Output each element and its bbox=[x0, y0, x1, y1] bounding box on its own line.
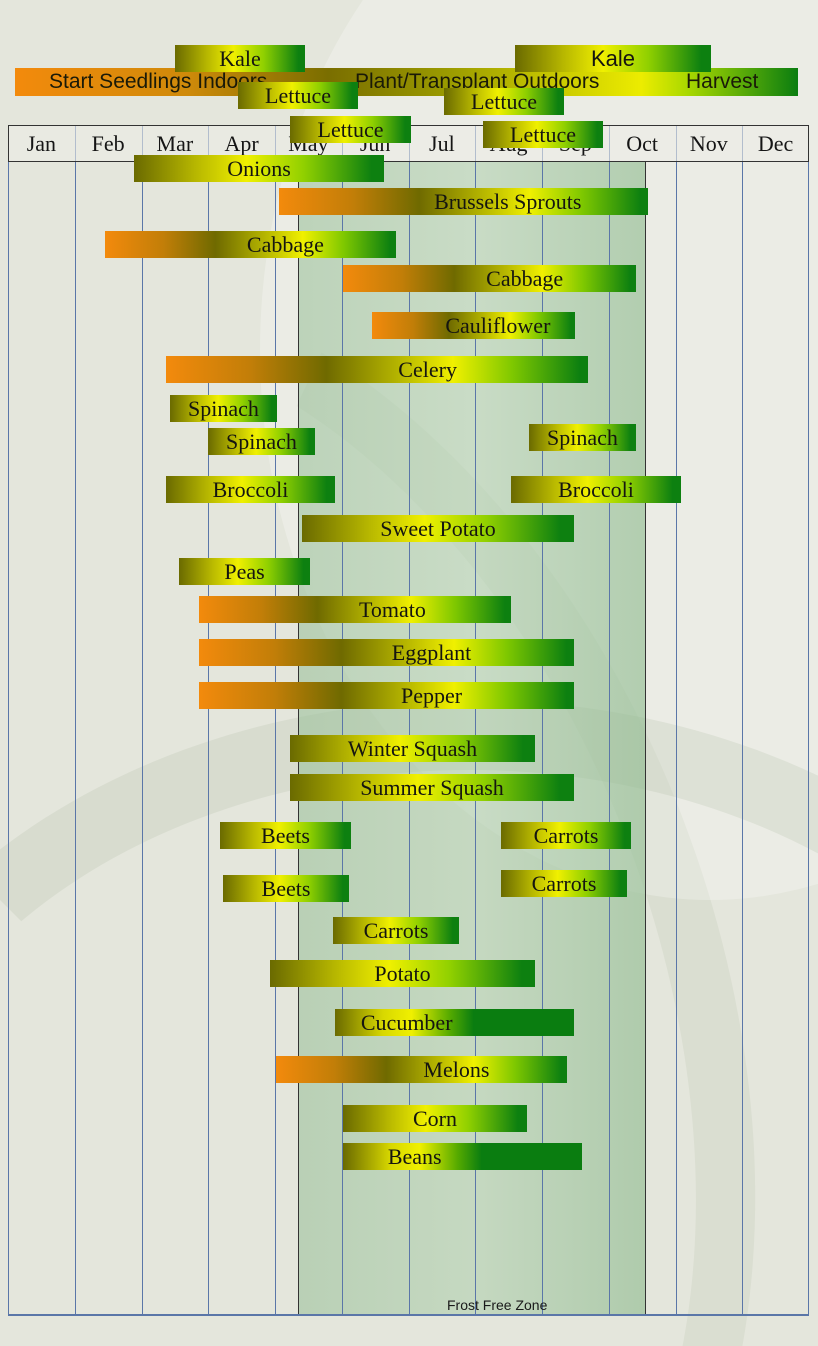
crop-bar-pepper: Pepper bbox=[199, 682, 574, 709]
crop-bar-cucumber: Cucumber bbox=[335, 1009, 574, 1036]
crop-bar-label: Beans bbox=[387, 1144, 442, 1169]
frost-free-zone-label: Frost Free Zone bbox=[447, 1297, 548, 1313]
crop-bar-eggplant: Eggplant bbox=[199, 639, 574, 666]
crop-bar-label: Eggplant bbox=[391, 640, 472, 665]
crop-bar-cauliflower: Cauliflower bbox=[372, 312, 575, 339]
crop-bar-label: Lettuce bbox=[317, 117, 384, 142]
crop-bar-label: Broccoli bbox=[558, 477, 634, 502]
crop-bar-kale: Kale bbox=[515, 45, 711, 72]
month-header-mar: Mar bbox=[156, 131, 194, 156]
crop-bar-lettuce: Lettuce bbox=[290, 116, 411, 143]
grid-bottom-border bbox=[8, 1314, 809, 1316]
legend-bar: Start Seedlings Indoors Plant/Transplant… bbox=[15, 68, 798, 96]
crop-bar-label: Lettuce bbox=[265, 83, 331, 108]
crop-bar-carrots: Carrots bbox=[501, 870, 627, 897]
crop-bar-kale: Kale bbox=[175, 45, 305, 72]
crop-bar-sweet-potato: Sweet Potato bbox=[302, 515, 574, 542]
crop-bar-label: Pepper bbox=[400, 683, 463, 708]
crop-bar-beans: Beans bbox=[343, 1143, 582, 1170]
month-gridline bbox=[608, 125, 610, 1315]
crop-bar-carrots: Carrots bbox=[333, 917, 459, 944]
crop-bar-label: Kale bbox=[590, 46, 636, 71]
crop-bar-label: Brussels Sprouts bbox=[434, 189, 582, 214]
crop-bar-label: Cabbage bbox=[246, 232, 324, 257]
crop-bar-peas: Peas bbox=[179, 558, 310, 585]
month-gridline bbox=[742, 125, 744, 1315]
crop-bar-label: Summer Squash bbox=[360, 775, 504, 800]
month-gridline bbox=[341, 125, 343, 1315]
month-header-jan: Jan bbox=[26, 131, 57, 156]
crop-bar-label: Melons bbox=[423, 1057, 490, 1082]
crop-bar-brussels-sprouts: Brussels Sprouts bbox=[279, 188, 648, 215]
month-header-dec: Dec bbox=[757, 131, 794, 156]
crop-bar-potato: Potato bbox=[270, 960, 535, 987]
crop-bar-label: Cabbage bbox=[486, 266, 564, 291]
crop-bar-spinach: Spinach bbox=[529, 424, 636, 451]
crop-bar-cabbage: Cabbage bbox=[343, 265, 636, 292]
month-gridline bbox=[475, 125, 477, 1315]
crop-bar-winter-squash: Winter Squash bbox=[290, 735, 535, 762]
crop-bar-label: Celery bbox=[398, 357, 457, 382]
legend-harvest: Harvest bbox=[686, 70, 759, 93]
month-gridline bbox=[275, 125, 276, 1315]
crop-bar-label: Potato bbox=[374, 961, 431, 986]
crop-bar-label: Corn bbox=[413, 1106, 457, 1131]
month-header-feb: Feb bbox=[91, 131, 125, 156]
legend-start-indoors: Start Seedlings Indoors bbox=[49, 70, 268, 93]
crop-bar-label: Carrots bbox=[533, 823, 599, 848]
month-gridline bbox=[675, 125, 677, 1315]
month-gridline bbox=[208, 125, 210, 1315]
crop-bar-label: Lettuce bbox=[471, 89, 537, 114]
month-gridline bbox=[808, 125, 809, 1315]
crop-bar-label: Winter Squash bbox=[347, 736, 478, 761]
crop-bar-label: Peas bbox=[224, 559, 265, 584]
crop-bar-label: Spinach bbox=[188, 396, 259, 421]
crop-bar-broccoli: Broccoli bbox=[166, 476, 335, 503]
crop-bar-cabbage: Cabbage bbox=[105, 231, 396, 258]
month-header-oct: Oct bbox=[626, 131, 658, 156]
crop-bar-beets: Beets bbox=[223, 875, 349, 902]
legend-plant-outdoors: Plant/Transplant Outdoors bbox=[355, 70, 600, 93]
crop-bar-label: Beets bbox=[261, 876, 311, 901]
planting-calendar-grid: JanFebMarAprMayJunJulAugSepOctNovDec Fro… bbox=[8, 45, 809, 1316]
crop-bar-tomato: Tomato bbox=[199, 596, 511, 623]
month-header-apr: Apr bbox=[224, 131, 259, 156]
month-gridline bbox=[8, 125, 9, 1315]
crop-bar-spinach: Spinach bbox=[208, 428, 315, 455]
crop-bar-label: Onions bbox=[227, 156, 291, 181]
crop-bar-lettuce: Lettuce bbox=[483, 121, 603, 148]
month-header-jul: Jul bbox=[429, 131, 455, 156]
month-gridline bbox=[141, 125, 143, 1315]
crop-bar-celery: Celery bbox=[166, 356, 588, 383]
crop-bar-label: Cucumber bbox=[360, 1010, 453, 1035]
crop-bar-carrots: Carrots bbox=[501, 822, 631, 849]
crop-bar-label: Spinach bbox=[226, 429, 297, 454]
crop-bar-broccoli: Broccoli bbox=[511, 476, 681, 503]
crop-bar-label: Kale bbox=[219, 46, 261, 71]
crop-bar-label: Beets bbox=[261, 823, 310, 848]
crop-bar-label: Sweet Potato bbox=[380, 516, 496, 541]
crop-bar-spinach: Spinach bbox=[170, 395, 277, 422]
crop-bar-label: Spinach bbox=[547, 425, 618, 450]
crop-bar-label: Carrots bbox=[363, 918, 429, 943]
crop-bar-onions: Onions bbox=[134, 155, 384, 182]
crop-bar-lettuce: Lettuce bbox=[444, 88, 564, 115]
crop-bar-lettuce: Lettuce bbox=[238, 82, 358, 109]
crop-bar-label: Broccoli bbox=[212, 477, 289, 502]
crop-bar-summer-squash: Summer Squash bbox=[290, 774, 574, 801]
month-gridline bbox=[74, 125, 76, 1315]
crop-bar-label: Tomato bbox=[358, 597, 426, 622]
crop-bar-label: Carrots bbox=[531, 871, 597, 896]
crop-bar-label: Lettuce bbox=[510, 122, 576, 147]
crop-bar-corn: Corn bbox=[343, 1105, 527, 1132]
month-gridline bbox=[542, 125, 543, 1315]
crop-bar-beets: Beets bbox=[220, 822, 351, 849]
month-gridline bbox=[408, 125, 410, 1315]
crop-bar-label: Cauliflower bbox=[445, 313, 551, 338]
crop-bar-melons: Melons bbox=[276, 1056, 567, 1083]
month-header-nov: Nov bbox=[689, 131, 728, 156]
